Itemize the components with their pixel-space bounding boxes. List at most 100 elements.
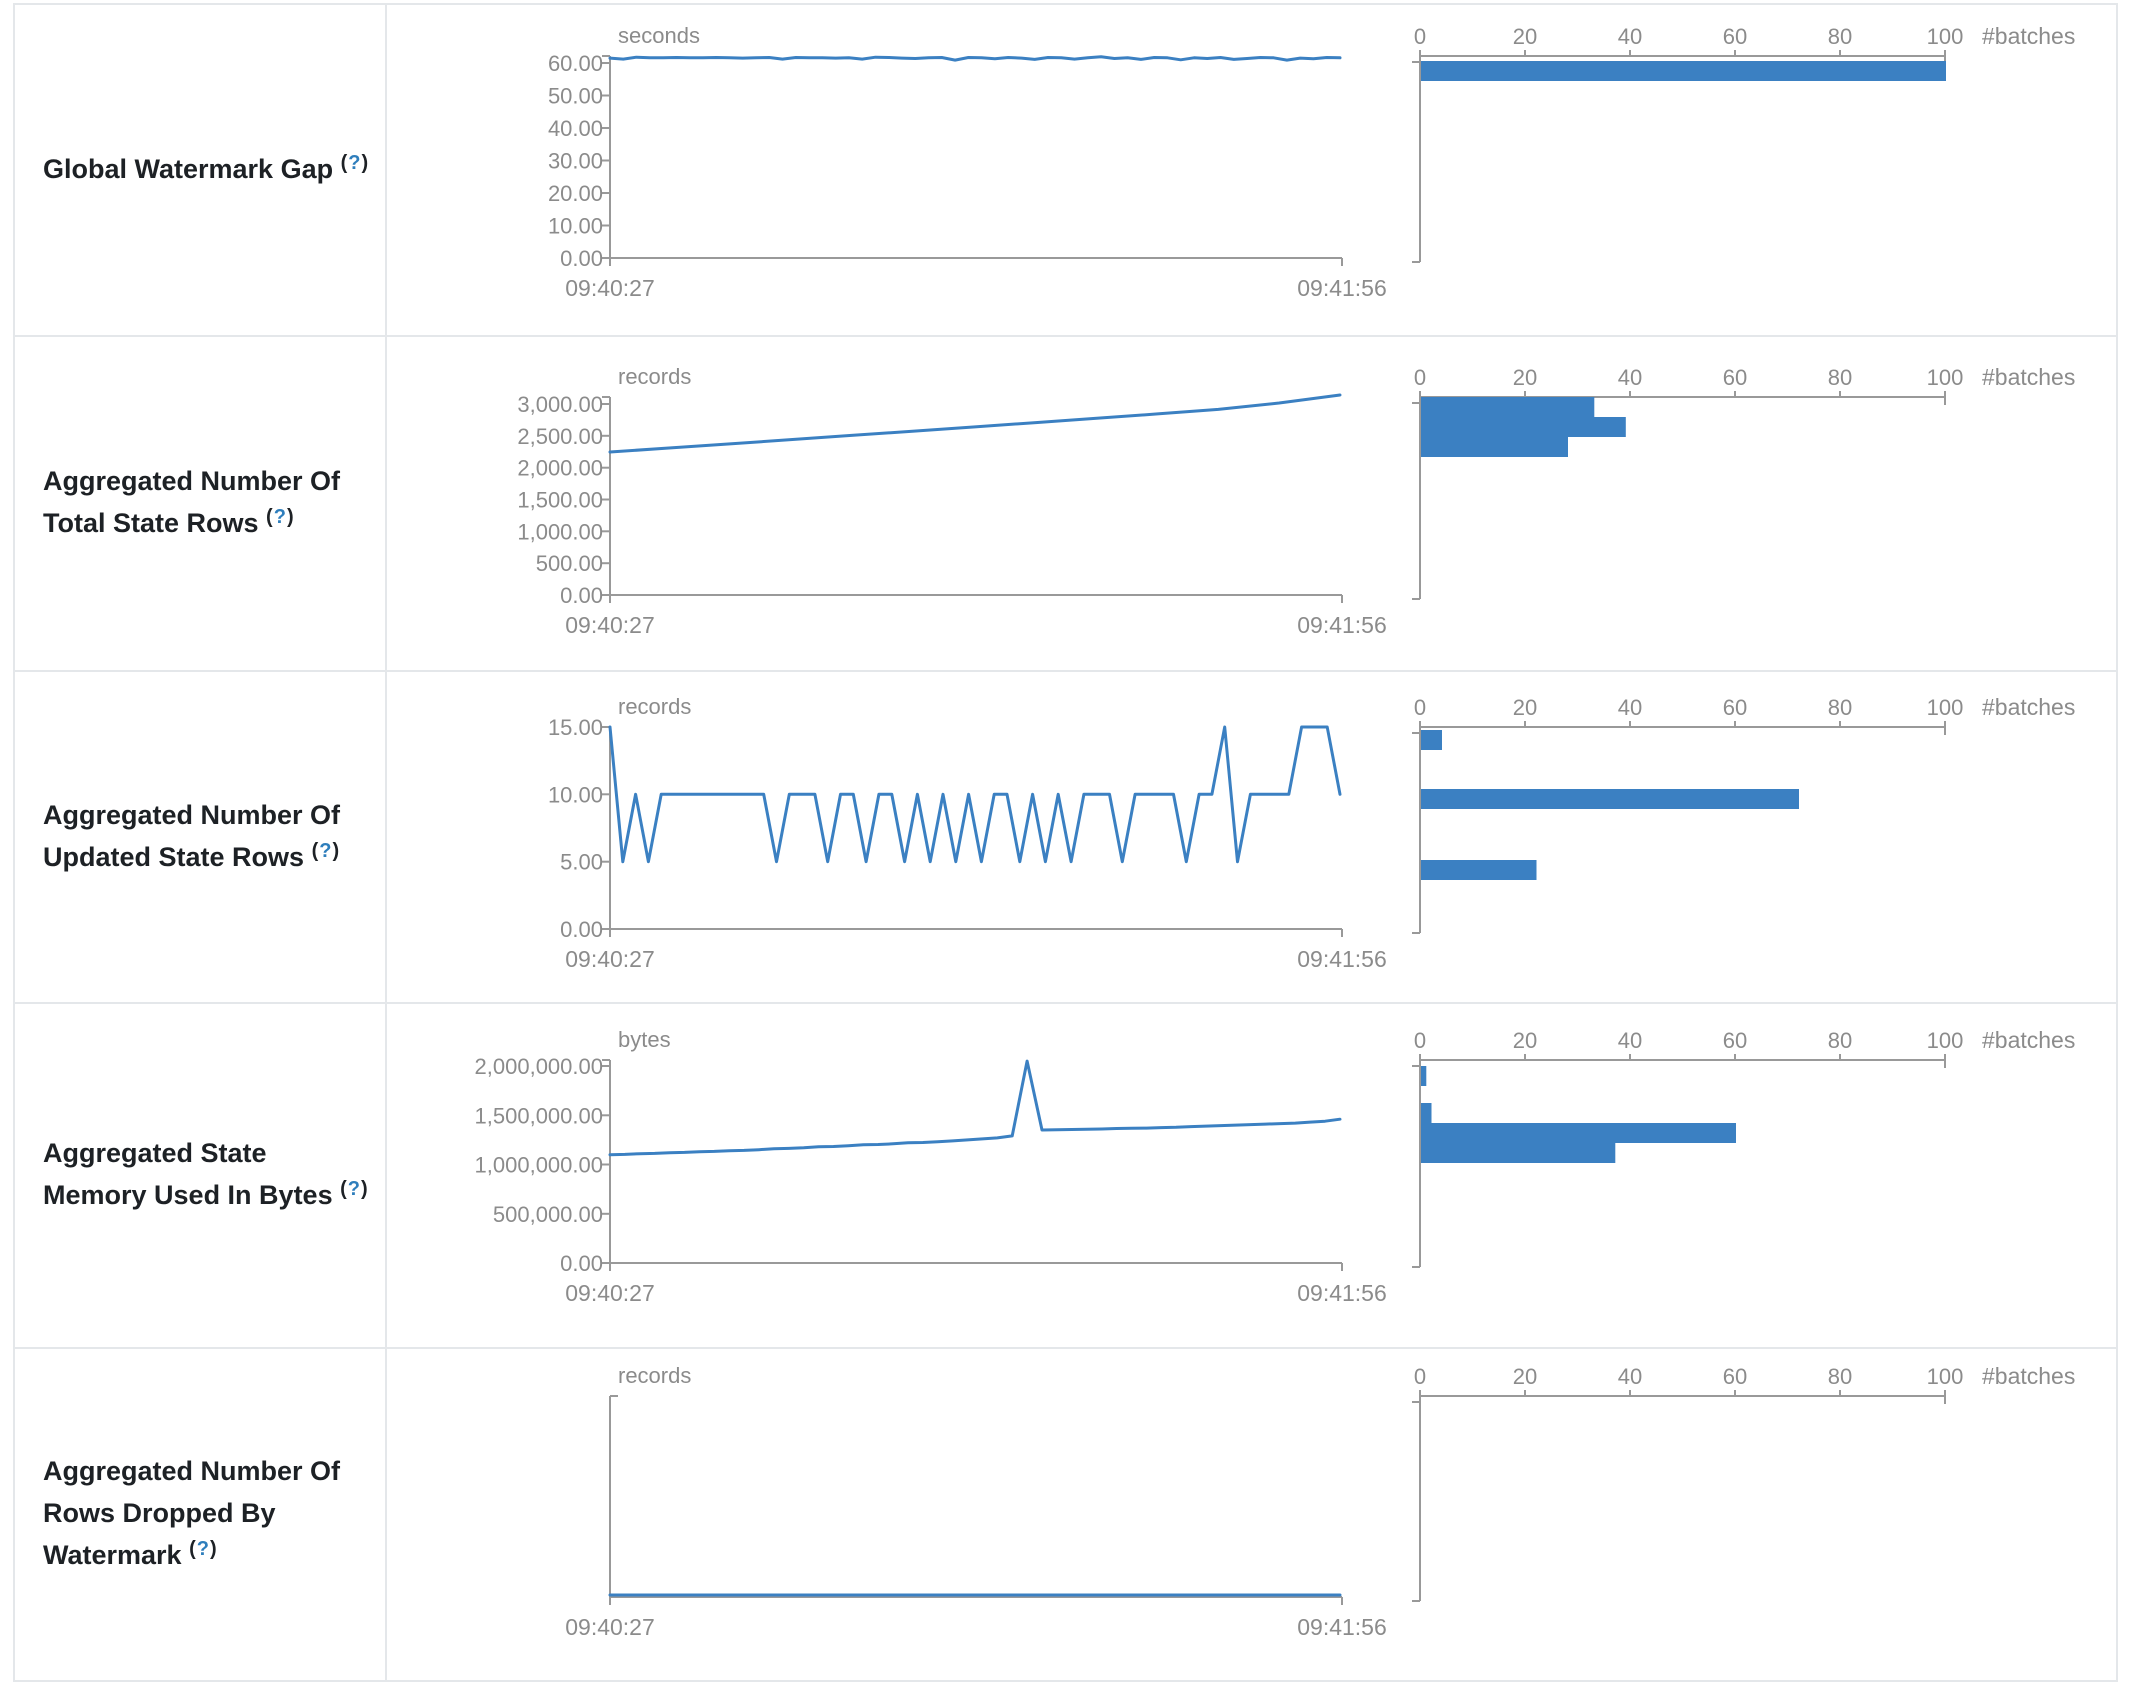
y-tick-label: 0.00 (560, 246, 603, 271)
histogram-bar (1421, 397, 1595, 418)
help-tooltip-link[interactable]: (?) (266, 506, 295, 529)
timeline-line (608, 393, 1342, 454)
metric-title: Aggregated State Memory Used In Bytes (43, 1137, 333, 1210)
histogram-bar (1421, 859, 1537, 880)
batch-tick-label: 60 (1723, 1364, 1747, 1389)
batch-tick-label: 0 (1414, 24, 1426, 49)
timeline-line (608, 55, 1342, 62)
metric-label-cell: Aggregated State Memory Used In Bytes (?… (15, 1004, 387, 1347)
metric-row: Aggregated Number Of Total State Rows (?… (15, 335, 2116, 670)
question-mark-icon[interactable]: ? (319, 839, 333, 862)
x-end-time-label: 09:41:56 (1297, 275, 1387, 301)
x-start-time-label: 09:40:27 (565, 1280, 655, 1306)
y-tick-label: 0.00 (560, 1251, 603, 1276)
batch-tick-label: 0 (1414, 1028, 1426, 1053)
batch-tick-label: 20 (1513, 695, 1537, 720)
help-tooltip-link[interactable]: (?) (311, 839, 341, 862)
batch-tick-label: 60 (1723, 695, 1747, 720)
help-tooltip-link[interactable]: (?) (340, 151, 370, 174)
histogram-bar (1421, 417, 1626, 438)
unit-label: records (618, 694, 691, 719)
metric-label-cell: Aggregated Number Of Updated State Rows … (15, 671, 387, 1003)
histogram-axis-foot-ticks (1412, 1400, 1420, 1602)
batch-tick-label: 60 (1723, 1028, 1747, 1053)
batch-tick-label: 100 (1927, 1364, 1964, 1389)
y-tick-label: 2,000,000.00 (475, 1054, 603, 1079)
metric-charts-cell: records 09:40:27 09:41:56 0 20 40 60 80 100 #batc… (387, 1349, 2116, 1680)
batch-tick-label: 80 (1828, 1028, 1852, 1053)
y-tick-label: 40.00 (548, 116, 603, 141)
batch-tick-label: 20 (1513, 365, 1537, 390)
histogram-bar (1421, 729, 1442, 750)
metric-label-cell: Global Watermark Gap (?) (15, 5, 387, 336)
batches-axis-label: #batches (1982, 23, 2075, 49)
histogram-axis-foot-ticks (1412, 61, 1420, 263)
batch-tick-label: 20 (1513, 1364, 1537, 1389)
metric-title: Global Watermark Gap (43, 153, 334, 184)
question-mark-icon[interactable]: ? (196, 1537, 210, 1560)
batch-tick-label: 40 (1618, 365, 1642, 390)
batch-tick-label: 80 (1828, 1364, 1852, 1389)
metric-title: Aggregated Number Of Updated State Rows (43, 799, 341, 872)
x-start-time-label: 09:40:27 (565, 612, 655, 638)
timeline-and-histogram-svg: bytes 2,000,000.00 1,500,000.00 1,000,000.0… (475, 1027, 2076, 1306)
batch-tick-label: 40 (1618, 1364, 1642, 1389)
metric-charts-cell: bytes 2,000,000.00 1,500,000.00 1,000,000.0… (387, 1004, 2116, 1346)
help-tooltip-link[interactable]: (?) (340, 1177, 369, 1200)
metric-title: Aggregated Number Of Rows Dropped By Wat… (43, 1455, 341, 1570)
timeline-and-histogram-svg: records 15.00 10.00 5.00 0.00 09:40:27 09:41:5… (548, 694, 2075, 972)
batch-tick-label: 80 (1828, 695, 1852, 720)
y-tick-label: 5.00 (560, 850, 603, 875)
timeline-line (608, 1059, 1342, 1157)
x-end-time-label: 09:41:56 (1297, 1280, 1387, 1306)
batch-tick-label: 100 (1927, 365, 1964, 390)
metric-row: Aggregated Number Of Rows Dropped By Wat… (15, 1346, 2116, 1681)
question-mark-icon[interactable]: ? (348, 151, 362, 174)
y-tick-label: 500.00 (536, 552, 603, 577)
batch-tick-label: 0 (1414, 1364, 1426, 1389)
histogram-bar (1421, 788, 1799, 809)
batches-axis-label: #batches (1982, 694, 2075, 720)
y-tick-label: 15.00 (548, 715, 603, 740)
question-mark-icon[interactable]: ? (273, 506, 287, 529)
metric-charts-cell: records 3,000.00 2,500.00 2,000.00 1,500.00 1… (387, 337, 2116, 669)
batches-axis-label: #batches (1982, 1363, 2075, 1389)
histogram-bar (1421, 1103, 1432, 1124)
histogram-bar (1421, 1143, 1616, 1164)
y-tick-label: 0.00 (560, 917, 603, 942)
y-tick-label: 10.00 (548, 782, 603, 807)
timeline-and-histogram-svg: records 09:40:27 09:41:56 0 20 40 60 80 100 #batc… (565, 1363, 2075, 1640)
y-tick-label: 1,000.00 (517, 520, 603, 545)
x-end-time-label: 09:41:56 (1297, 612, 1387, 638)
x-start-time-label: 09:40:27 (565, 946, 655, 972)
batch-tick-label: 0 (1414, 365, 1426, 390)
y-tick-label: 2,000.00 (517, 456, 603, 481)
unit-label: seconds (618, 23, 700, 48)
histogram-bar (1421, 61, 1946, 81)
metric-title: Aggregated Number Of Total State Rows (43, 466, 341, 539)
metric-label-cell: Aggregated Number Of Rows Dropped By Wat… (15, 1348, 387, 1681)
x-axis-end-ticks (609, 928, 1343, 937)
help-tooltip-link[interactable]: (?) (189, 1537, 218, 1560)
y-tick-label: 2,500.00 (517, 424, 603, 449)
unit-label: bytes (618, 1027, 671, 1052)
histogram-axis-foot-ticks (1412, 1065, 1420, 1269)
question-mark-icon[interactable]: ? (347, 1177, 361, 1200)
timeline-and-histogram-svg: records 3,000.00 2,500.00 2,000.00 1,500.00 1… (517, 364, 2075, 638)
y-tick-label: 3,000.00 (517, 392, 603, 417)
batches-axis-label: #batches (1982, 1027, 2075, 1053)
histogram-bar (1421, 1123, 1736, 1144)
batch-tick-label: 80 (1828, 365, 1852, 390)
metric-row: Global Watermark Gap (?) seconds 60.00 50.0… (15, 5, 2116, 336)
metric-charts-cell: records 15.00 10.00 5.00 0.00 09:40:27 09:41:5… (387, 672, 2116, 1002)
histogram-axis-foot-ticks (1412, 402, 1420, 601)
batch-tick-label: 60 (1723, 24, 1747, 49)
y-tick-label: 60.00 (548, 51, 603, 76)
y-tick-label: 20.00 (548, 181, 603, 206)
timeline-line (608, 725, 1342, 864)
x-axis-end-ticks (609, 1596, 1343, 1605)
metric-row: Aggregated State Memory Used In Bytes (?… (15, 1002, 2116, 1347)
batches-axis-label: #batches (1982, 364, 2075, 390)
x-end-time-label: 09:41:56 (1297, 1614, 1387, 1640)
x-end-time-label: 09:41:56 (1297, 946, 1387, 972)
